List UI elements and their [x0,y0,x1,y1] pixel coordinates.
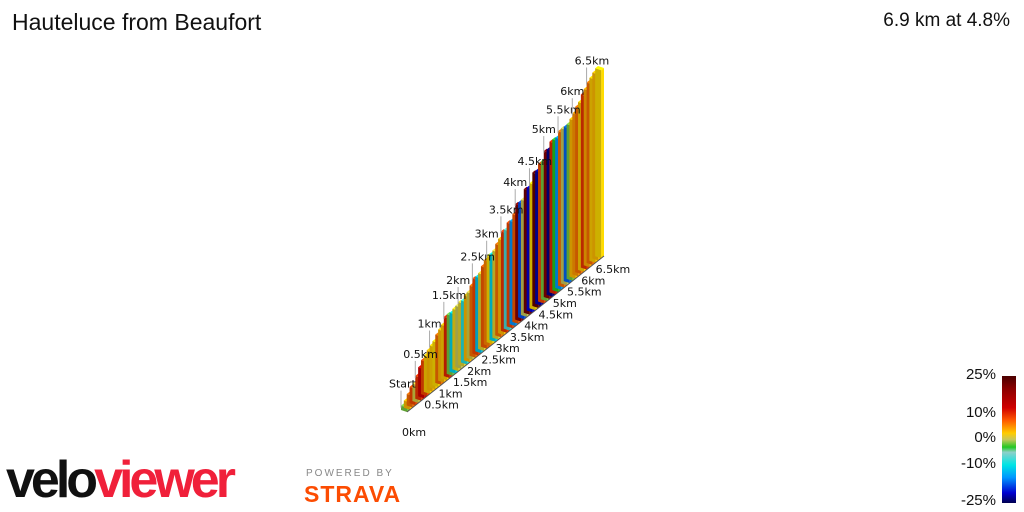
base-distance-label: 4km [524,320,548,333]
legend-label: 25% [965,366,996,383]
top-distance-label: 2km [446,274,470,287]
profile-segment [601,68,604,259]
base-distance-label: 3.5km [510,331,545,344]
logo-velo: velo [6,451,98,509]
top-distance-label: 5km [532,123,556,136]
base-distance-label: 6km [581,274,605,287]
legend-label: 0% [974,429,996,446]
top-distance-label: 1.5km [432,289,467,302]
gradient-color-legend: 25% 10% 0% -10% -25% [950,366,1024,512]
top-distance-label: 5.5km [546,103,581,116]
base-distance-label: 2km [467,365,491,378]
base-distance-label: 4.5km [538,308,573,321]
top-distance-label: 3km [475,228,499,241]
top-distance-label: 6km [560,85,584,98]
base-distance-label: 0.5km [424,399,459,412]
top-distance-label: 4km [503,176,527,189]
legend-label: -25% [960,492,996,509]
top-distance-label: 2.5km [460,250,495,263]
logo-viewer: viewer [94,451,236,509]
profile-bars [401,66,604,412]
base-distance-label: 3km [496,342,520,355]
base-distance-label: 5km [553,297,577,310]
distance-labels: 0km0.5km1km1.5km2km2.5km3km3.5km4km4.5km… [389,54,630,439]
powered-by-text: POWERED BY [306,468,394,479]
base-distance-label: 1km [439,387,463,400]
climb-title: Hauteluce from Beaufort [12,9,262,35]
base-distance-label: 5.5km [567,286,602,299]
legend-label: -10% [960,455,996,472]
base-distance-label: 6.5km [596,263,631,276]
base-distance-label: 1.5km [453,376,488,389]
veloviewer-logo[interactable]: veloviewer [6,451,236,509]
strava-logo[interactable]: STRAVA [304,481,402,507]
gradient-scale-bar [1002,376,1016,503]
top-distance-label: 1km [418,318,442,331]
top-distance-label: 0.5km [403,348,438,361]
climb-summary: 6.9 km at 4.8% [883,10,1010,31]
base-distance-label: 2.5km [481,353,516,366]
base-axis [406,255,605,413]
top-distance-label: 3.5km [489,203,524,216]
legend-label: 10% [965,404,996,421]
top-distance-label: Start [389,378,417,391]
top-distance-label: 4.5km [517,155,552,168]
top-distance-label: 6.5km [575,54,610,67]
base-distance-label: 0km [402,426,426,439]
